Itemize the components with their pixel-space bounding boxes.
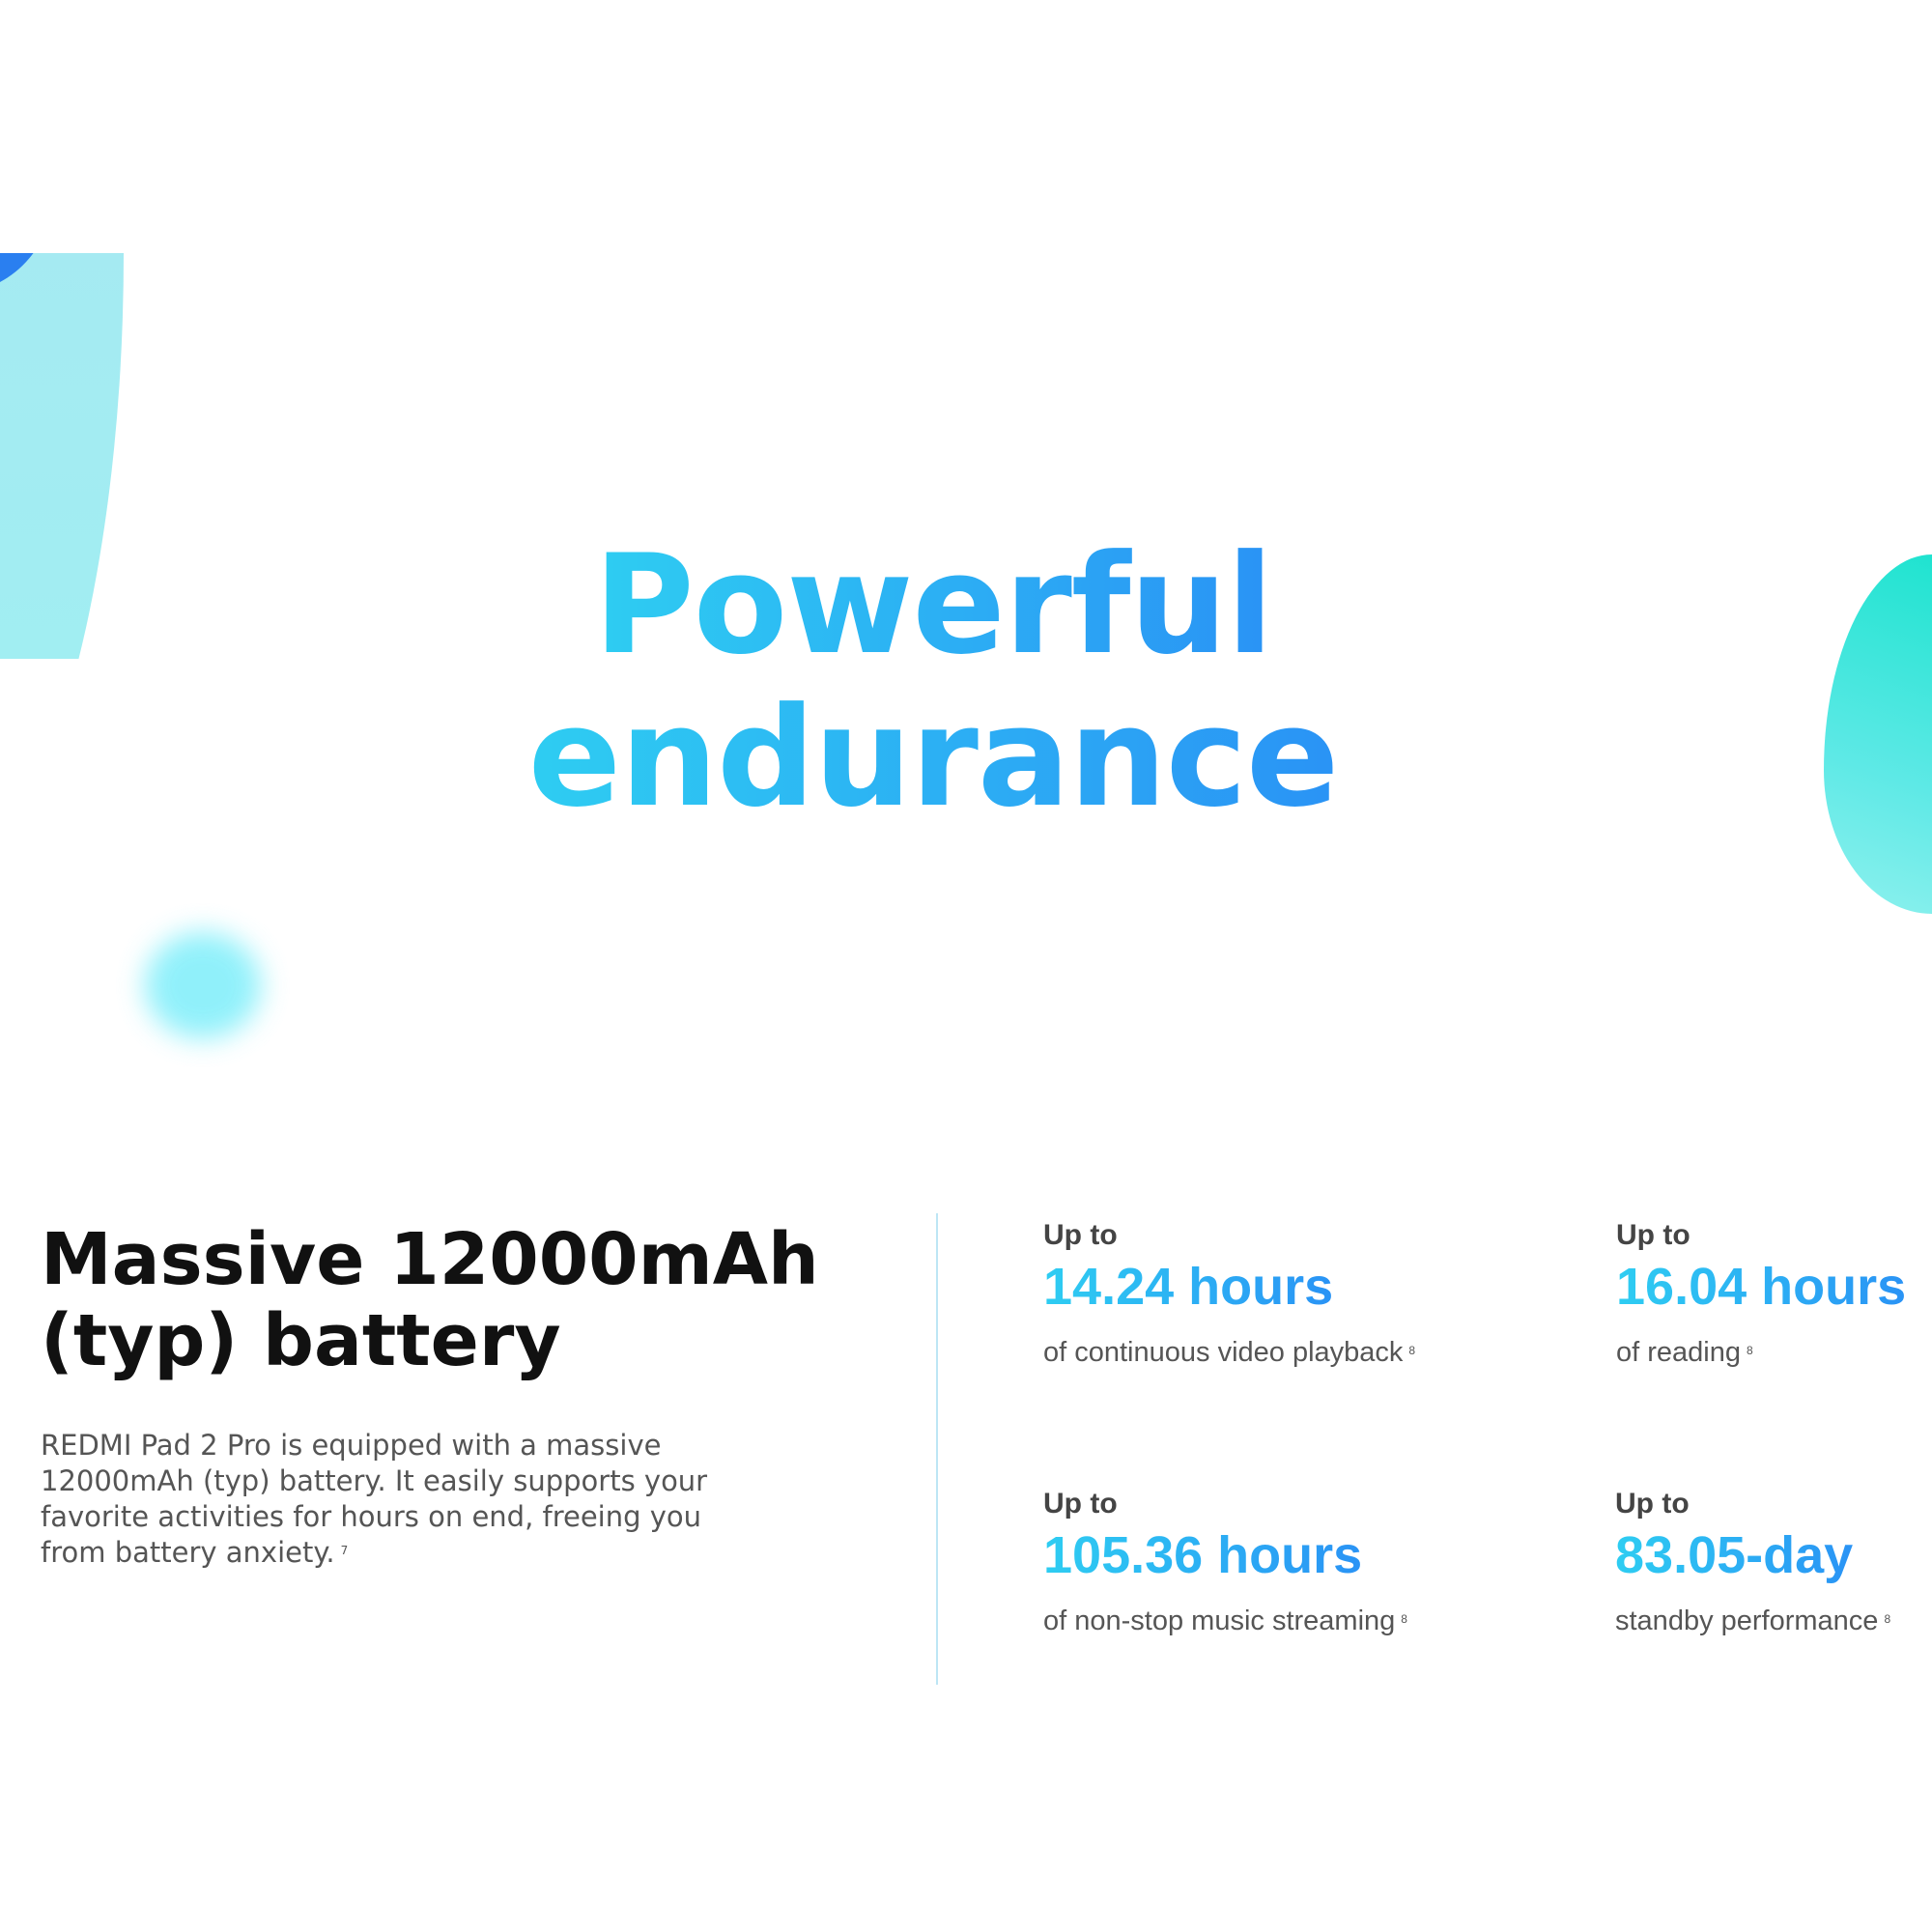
stat-description: of reading [1616, 1337, 1741, 1368]
stat-prefix: Up to [1615, 1488, 1690, 1520]
battery-description-text: REDMI Pad 2 Pro is equipped with a massi… [41, 1429, 708, 1569]
stat-value: 16.04 hours [1616, 1258, 1907, 1316]
stat-video-playback: Up to 14.24 hours of continuous video pl… [1043, 1219, 1415, 1370]
stat-prefix: Up to [1043, 1219, 1118, 1251]
stat-music-streaming: Up to 105.36 hours of non-stop music str… [1043, 1488, 1407, 1638]
decorative-blur-dot [145, 932, 261, 1038]
hero-title: Powerful endurance [0, 529, 1866, 835]
stat-value: 83.05-day [1615, 1526, 1854, 1584]
battery-description: REDMI Pad 2 Pro is equipped with a massi… [41, 1428, 775, 1571]
hero-title-line1: Powerful [593, 526, 1274, 685]
footnote-marker[interactable]: 8 [1747, 1344, 1753, 1357]
stat-value: 14.24 hours [1043, 1258, 1334, 1316]
stat-prefix: Up to [1043, 1488, 1118, 1520]
hero-title-line2: endurance [527, 678, 1340, 838]
footnote-marker[interactable]: 7 [340, 1544, 349, 1557]
decorative-blob-left [0, 253, 126, 659]
stat-description: standby performance [1615, 1605, 1879, 1636]
battery-heading: Massive 12000mAh (typ) battery [41, 1218, 819, 1382]
stat-value: 105.36 hours [1043, 1526, 1363, 1584]
stat-description: of continuous video playback [1043, 1337, 1404, 1368]
footnote-marker[interactable]: 8 [1408, 1344, 1416, 1357]
footnote-marker[interactable]: 8 [1884, 1612, 1891, 1626]
stat-prefix: Up to [1616, 1219, 1690, 1251]
stat-description: of non-stop music streaming [1043, 1605, 1396, 1636]
stat-reading: Up to 16.04 hours of reading 8 [1616, 1219, 1925, 1370]
section-divider [936, 1213, 938, 1685]
footnote-marker[interactable]: 8 [1401, 1612, 1407, 1626]
stat-standby: Up to 83.05-day standby performance 8 [1615, 1488, 1924, 1638]
